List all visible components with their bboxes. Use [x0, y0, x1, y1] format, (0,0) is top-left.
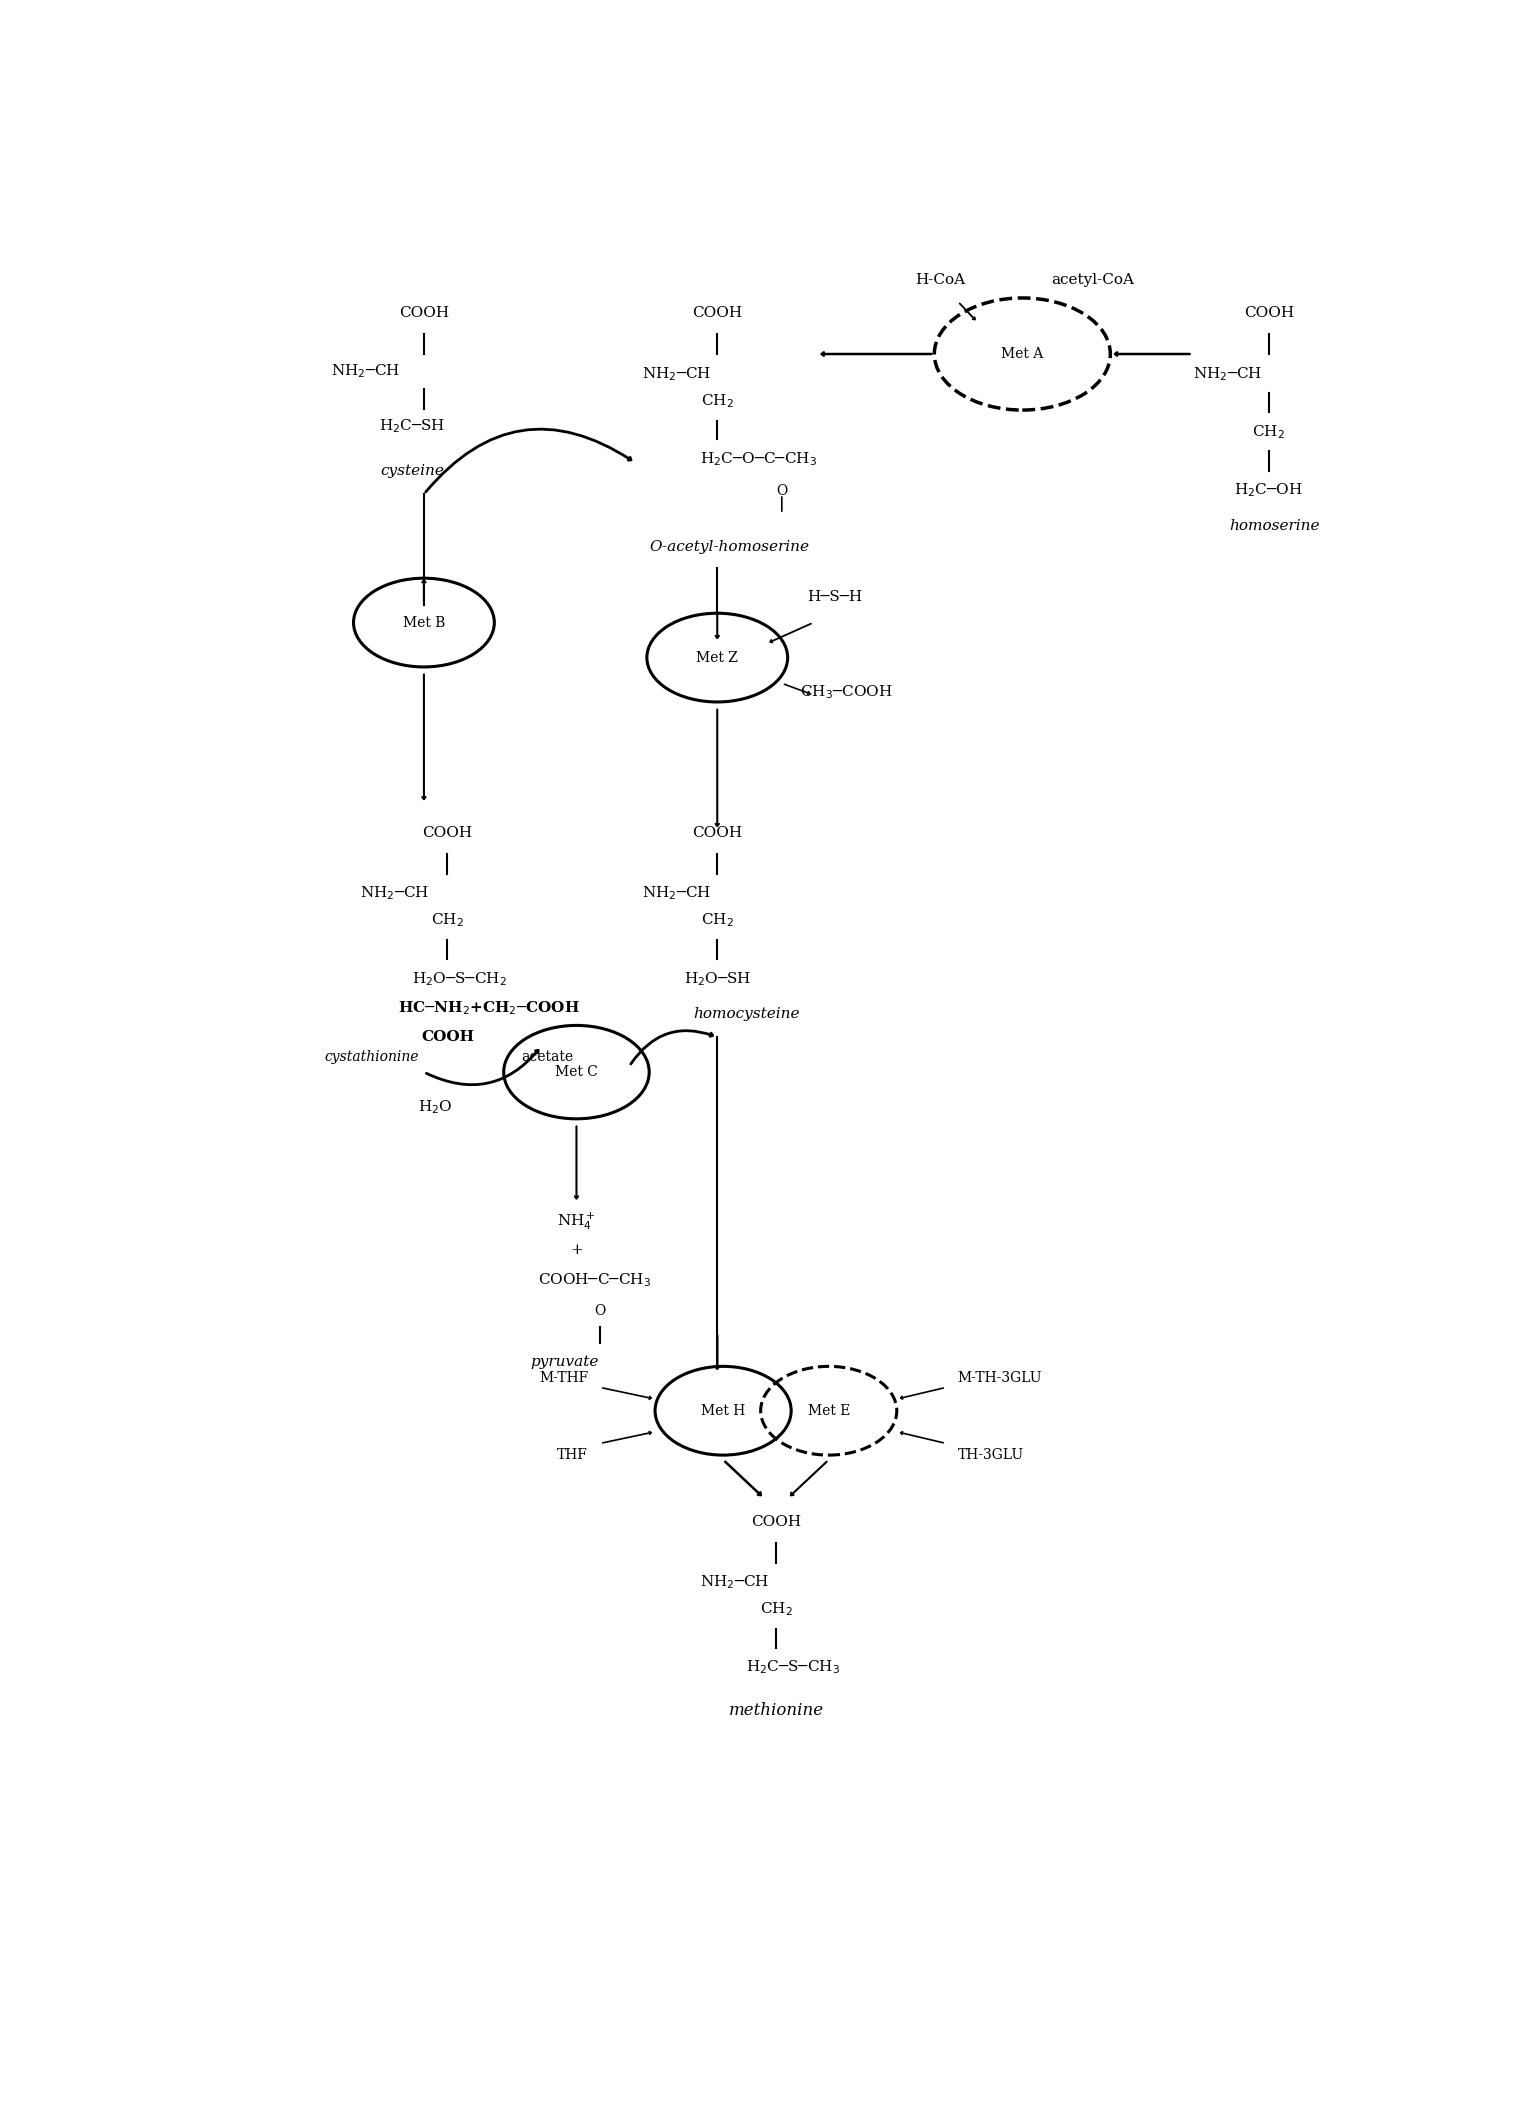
Text: COOH: COOH — [398, 306, 450, 321]
Text: CH$_2$: CH$_2$ — [701, 911, 734, 930]
Text: cystathionine: cystathionine — [324, 1051, 419, 1064]
Text: HC─NH$_2$+CH$_2$─COOH: HC─NH$_2$+CH$_2$─COOH — [398, 1000, 580, 1017]
Text: H$_2$O─SH: H$_2$O─SH — [684, 970, 751, 987]
Text: Met C: Met C — [556, 1066, 598, 1078]
Text: COOH: COOH — [422, 826, 472, 841]
Text: CH$_2$: CH$_2$ — [701, 393, 734, 410]
Text: H$_2$C─SH: H$_2$C─SH — [378, 418, 445, 435]
Text: NH$_2$─CH: NH$_2$─CH — [330, 363, 400, 380]
Text: H-CoA: H-CoA — [914, 274, 966, 287]
Text: NH$_4^+$: NH$_4^+$ — [557, 1210, 597, 1233]
Text: COOH: COOH — [692, 306, 742, 321]
Text: TH-3GLU: TH-3GLU — [958, 1448, 1023, 1463]
Text: NH$_2$─CH: NH$_2$─CH — [360, 885, 430, 902]
Text: O-acetyl-homoserine: O-acetyl-homoserine — [650, 539, 808, 554]
Text: THF: THF — [557, 1448, 589, 1463]
Text: cysteine: cysteine — [380, 463, 444, 478]
Text: H─S─H: H─S─H — [807, 590, 861, 603]
Text: CH$_3$─COOH: CH$_3$─COOH — [799, 684, 893, 701]
Text: methionine: methionine — [728, 1703, 824, 1720]
Text: Met B: Met B — [403, 616, 445, 631]
Text: homoserine: homoserine — [1229, 518, 1320, 533]
Text: H$_2$C─OH: H$_2$C─OH — [1234, 482, 1304, 499]
Text: H$_2$C─S─CH$_3$: H$_2$C─S─CH$_3$ — [746, 1658, 840, 1677]
Text: NH$_2$─CH: NH$_2$─CH — [699, 1573, 769, 1592]
Text: COOH: COOH — [692, 826, 742, 841]
Text: homocysteine: homocysteine — [693, 1006, 799, 1021]
Text: acetyl-CoA: acetyl-CoA — [1051, 274, 1134, 287]
Text: O: O — [595, 1304, 606, 1318]
Text: CH$_2$: CH$_2$ — [1252, 422, 1285, 442]
Text: Met A: Met A — [1001, 346, 1043, 361]
Text: COOH: COOH — [751, 1514, 801, 1529]
Text: H$_2$O─S─CH$_2$: H$_2$O─S─CH$_2$ — [412, 970, 507, 987]
Text: H$_2$C─O─C─CH$_3$: H$_2$C─O─C─CH$_3$ — [699, 450, 818, 467]
Text: +: + — [571, 1242, 583, 1257]
Text: H$_2$O: H$_2$O — [418, 1098, 453, 1117]
Text: CH$_2$: CH$_2$ — [431, 911, 463, 930]
Text: acetate: acetate — [521, 1051, 574, 1064]
Text: NH$_2$─CH: NH$_2$─CH — [642, 365, 712, 382]
Text: pyruvate: pyruvate — [530, 1354, 600, 1369]
Text: Met H: Met H — [701, 1403, 745, 1418]
Text: M-TH-3GLU: M-TH-3GLU — [958, 1371, 1042, 1384]
Text: COOH: COOH — [421, 1030, 474, 1045]
Text: NH$_2$─CH: NH$_2$─CH — [642, 885, 712, 902]
Text: M-THF: M-THF — [539, 1371, 589, 1384]
Text: O: O — [777, 484, 787, 497]
Text: CH$_2$: CH$_2$ — [760, 1601, 792, 1618]
Text: Met E: Met E — [807, 1403, 849, 1418]
Text: COOH─C─CH$_3$: COOH─C─CH$_3$ — [537, 1272, 651, 1289]
Text: NH$_2$─CH: NH$_2$─CH — [1193, 365, 1263, 382]
Text: COOH: COOH — [1243, 306, 1294, 321]
Text: Met Z: Met Z — [696, 650, 739, 664]
